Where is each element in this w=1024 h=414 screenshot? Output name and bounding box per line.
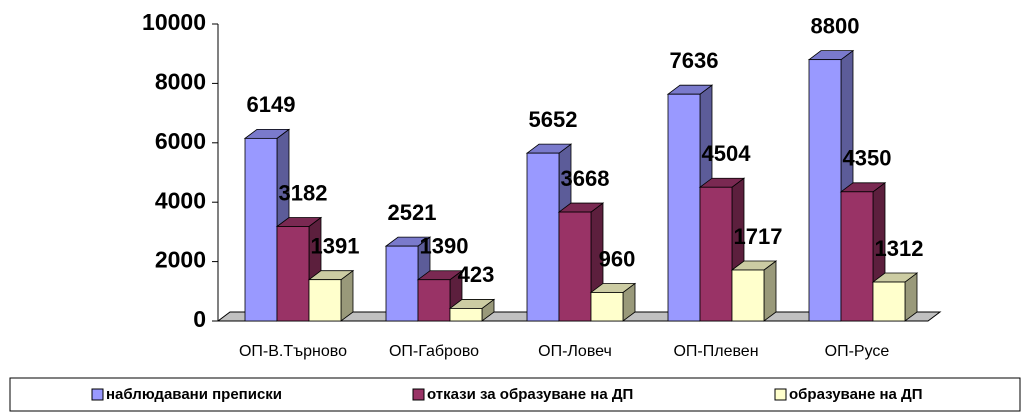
bar-front (590, 292, 624, 322)
value-label: 423 (458, 262, 495, 287)
bar-front (699, 186, 733, 322)
bar-front (667, 93, 701, 322)
bar-front (417, 279, 451, 322)
bar-side (763, 260, 777, 322)
y-tick-label: 10000 (142, 9, 206, 35)
value-label: 3182 (279, 180, 328, 205)
bar (589, 282, 637, 322)
legend-label: наблюдавани преписки (106, 386, 282, 403)
bar-front (276, 226, 310, 322)
y-tick-label: 8000 (155, 68, 206, 94)
value-label: 4504 (702, 141, 752, 166)
bar-front (449, 308, 483, 322)
legend-swatch (412, 388, 425, 401)
bar-front (244, 137, 278, 322)
value-label: 8800 (811, 13, 860, 38)
value-label: 5652 (529, 107, 578, 132)
value-label: 2521 (388, 200, 437, 225)
y-tick-label: 2000 (155, 247, 206, 273)
bar-front (385, 245, 419, 322)
bar-front (558, 211, 592, 322)
x-tick-label: ОП-Габрово (389, 343, 479, 360)
value-label: 1390 (420, 234, 469, 259)
y-tick-label: 4000 (155, 187, 206, 213)
value-label: 7636 (670, 48, 719, 73)
value-label: 960 (599, 246, 636, 271)
value-label: 1717 (734, 224, 783, 249)
bar-front (308, 279, 342, 322)
bar (871, 272, 919, 322)
x-tick-label: ОП-Русе (825, 343, 890, 360)
bar-front (526, 152, 560, 322)
legend-label: образуване на ДП (789, 386, 923, 403)
value-label: 4350 (843, 146, 892, 171)
x-tick-label: ОП-Ловеч (538, 343, 612, 360)
value-label: 1312 (875, 236, 924, 261)
value-label: 3668 (561, 166, 610, 191)
bar-front (731, 269, 765, 322)
bar (730, 260, 778, 322)
bar (448, 298, 496, 322)
bar-front (808, 59, 842, 322)
bar (307, 269, 355, 322)
bar-front (872, 281, 906, 322)
value-label: 1391 (311, 233, 360, 258)
bar-front (840, 191, 874, 322)
x-tick-label: ОП-В.Търново (239, 343, 347, 360)
y-tick-label: 6000 (155, 128, 206, 154)
value-label: 6149 (247, 92, 296, 117)
legend-box (9, 377, 1021, 412)
x-tick-label: ОП-Плевен (673, 343, 758, 360)
legend-swatch (774, 388, 787, 401)
legend-label: откази за образуване на ДП (427, 386, 633, 403)
legend-swatch (91, 388, 104, 401)
y-tick-label: 0 (193, 306, 206, 332)
